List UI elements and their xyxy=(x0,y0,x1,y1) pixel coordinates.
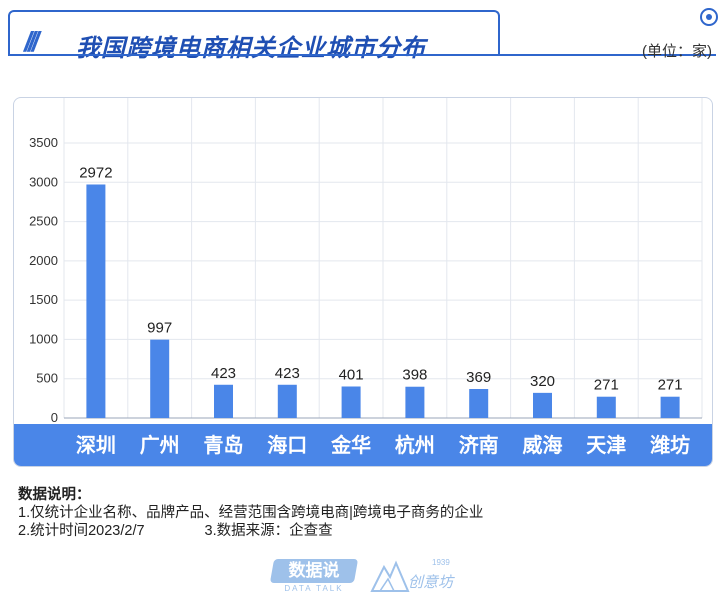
bar xyxy=(341,386,361,418)
logo-right-text: 创意坊 xyxy=(408,573,454,591)
y-tick-label: 3500 xyxy=(29,135,58,150)
category-label: 威海 xyxy=(523,433,563,457)
y-tick-label: 1000 xyxy=(29,331,58,346)
notes-line-2: 2.统计时间2023/2/7 3.数据来源：企查查 xyxy=(18,522,483,540)
chart-card: 0 500 1000 1500 2000 2500 3000 3500 2972 深圳 997 广州 4… xyxy=(13,97,713,467)
creative-workshop-logo: 1939 创意坊 xyxy=(370,557,480,595)
y-tick-label: 2500 xyxy=(29,214,58,229)
header: /// 我国跨境电商相关企业城市分布 (单位：家) xyxy=(0,0,724,80)
category-label: 天津 xyxy=(586,433,626,457)
y-tick-label: 500 xyxy=(36,371,58,386)
notes-time: 2.统计时间2023/2/7 xyxy=(18,523,145,539)
category-label: 广州 xyxy=(140,433,180,457)
notes-heading: 数据说明： xyxy=(18,487,91,503)
y-tick-label: 0 xyxy=(51,410,58,425)
data-label: 997 xyxy=(147,320,172,337)
bar xyxy=(469,389,489,418)
target-dot-icon xyxy=(700,8,718,26)
logo-left-subtext: DATA TALK xyxy=(284,584,344,593)
data-label: 398 xyxy=(402,367,427,384)
title-tab: /// 我国跨境电商相关企业城市分布 xyxy=(8,10,500,62)
bar xyxy=(150,339,170,418)
header-divider xyxy=(8,54,716,56)
bar xyxy=(660,396,680,418)
bar xyxy=(86,184,106,418)
y-tick-label: 1500 xyxy=(29,292,58,307)
notes-source: 3.数据来源：企查查 xyxy=(204,523,333,539)
data-label: 271 xyxy=(594,377,619,394)
y-tick-label: 2000 xyxy=(29,253,58,268)
data-label: 369 xyxy=(466,369,491,386)
data-label: 2972 xyxy=(79,164,112,181)
data-notes: 数据说明： 1.仅统计企业名称、品牌产品、经营范围含跨境电商|跨境电子商务的企业… xyxy=(18,486,483,540)
category-band xyxy=(14,424,712,466)
data-label: 271 xyxy=(658,377,683,394)
logo-left-text: 数据说 xyxy=(288,561,340,580)
bar-chart: 0 500 1000 1500 2000 2500 3000 3500 2972 深圳 997 广州 4… xyxy=(29,98,703,457)
logo-right-year: 1939 xyxy=(432,558,450,567)
y-tick-label: 3000 xyxy=(29,174,58,189)
category-label: 潍坊 xyxy=(650,433,690,457)
bar xyxy=(596,396,616,418)
mountain-icon xyxy=(370,560,410,592)
bar xyxy=(214,384,233,418)
footer: 数据说 DATA TALK 1939 创意坊 xyxy=(0,555,724,598)
category-label: 济南 xyxy=(459,433,499,457)
bar xyxy=(533,392,552,418)
category-label: 金华 xyxy=(330,433,371,457)
bar xyxy=(277,384,297,418)
category-label: 青岛 xyxy=(204,433,244,457)
data-label: 423 xyxy=(211,365,236,382)
category-label: 杭州 xyxy=(395,433,435,457)
unit-label: (单位：家) xyxy=(642,43,712,60)
category-label: 深圳 xyxy=(76,433,116,457)
data-label: 401 xyxy=(339,366,364,383)
page-title: 我国跨境电商相关企业城市分布 xyxy=(76,35,426,62)
data-label: 320 xyxy=(530,373,555,390)
category-label: 海口 xyxy=(267,433,307,457)
notes-line-1: 1.仅统计企业名称、品牌产品、经营范围含跨境电商|跨境电子商务的企业 xyxy=(18,505,484,521)
data-talk-logo: 数据说 DATA TALK xyxy=(269,559,359,595)
data-label: 423 xyxy=(275,365,300,382)
bar xyxy=(405,386,425,418)
